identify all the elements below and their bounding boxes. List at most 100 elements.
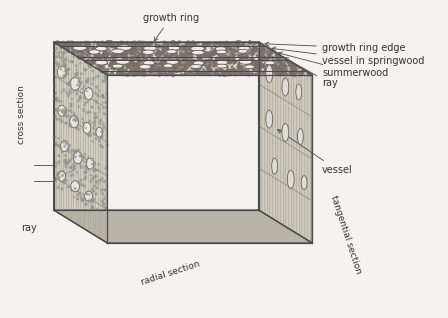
Circle shape: [299, 71, 302, 73]
Circle shape: [259, 59, 262, 61]
Circle shape: [69, 159, 71, 161]
Circle shape: [278, 67, 281, 71]
Circle shape: [65, 143, 67, 144]
Circle shape: [133, 62, 135, 65]
Circle shape: [221, 50, 223, 52]
Circle shape: [90, 61, 93, 63]
Circle shape: [156, 53, 159, 56]
Circle shape: [102, 46, 104, 47]
Circle shape: [91, 158, 93, 161]
Circle shape: [254, 68, 256, 70]
Circle shape: [158, 57, 159, 58]
Circle shape: [74, 188, 76, 190]
Text: cross section: cross section: [17, 86, 26, 144]
Circle shape: [234, 44, 236, 46]
Circle shape: [261, 59, 263, 61]
Circle shape: [70, 103, 72, 105]
Circle shape: [279, 73, 282, 76]
Circle shape: [108, 43, 111, 45]
Circle shape: [58, 172, 60, 174]
Circle shape: [72, 45, 75, 48]
Circle shape: [179, 45, 181, 48]
Circle shape: [78, 49, 81, 51]
Circle shape: [64, 51, 65, 53]
Circle shape: [138, 68, 140, 70]
Circle shape: [276, 67, 279, 70]
Circle shape: [146, 58, 148, 59]
Circle shape: [139, 47, 142, 50]
Circle shape: [122, 66, 124, 68]
Circle shape: [96, 86, 98, 88]
Circle shape: [142, 66, 145, 68]
Circle shape: [263, 59, 264, 61]
Circle shape: [203, 52, 207, 55]
Circle shape: [82, 121, 85, 124]
Circle shape: [73, 45, 74, 47]
Circle shape: [231, 44, 233, 46]
Circle shape: [183, 68, 185, 71]
Circle shape: [251, 49, 254, 51]
Circle shape: [238, 63, 240, 64]
Circle shape: [239, 54, 241, 57]
Circle shape: [85, 154, 86, 155]
Circle shape: [256, 54, 258, 56]
Circle shape: [175, 70, 177, 72]
Circle shape: [93, 52, 95, 54]
Circle shape: [221, 70, 224, 72]
Circle shape: [162, 65, 165, 67]
Circle shape: [153, 59, 155, 61]
Circle shape: [242, 56, 244, 58]
Circle shape: [162, 67, 164, 70]
Circle shape: [213, 61, 215, 63]
Circle shape: [97, 43, 99, 46]
Circle shape: [195, 68, 197, 71]
Circle shape: [229, 48, 232, 51]
Circle shape: [71, 98, 73, 100]
Circle shape: [80, 82, 83, 84]
Circle shape: [69, 81, 70, 83]
Circle shape: [164, 68, 167, 71]
Circle shape: [119, 65, 121, 67]
Circle shape: [266, 61, 267, 63]
Circle shape: [92, 207, 94, 210]
Circle shape: [62, 60, 63, 62]
Circle shape: [102, 96, 104, 98]
Circle shape: [274, 64, 277, 67]
Circle shape: [103, 70, 106, 73]
Circle shape: [276, 70, 280, 73]
Circle shape: [268, 64, 271, 67]
Circle shape: [253, 52, 255, 54]
Circle shape: [241, 72, 243, 74]
Circle shape: [215, 69, 217, 71]
Circle shape: [164, 68, 166, 70]
Circle shape: [272, 72, 275, 74]
Circle shape: [242, 47, 245, 50]
Circle shape: [282, 71, 284, 73]
Circle shape: [91, 202, 93, 204]
Circle shape: [155, 41, 156, 44]
Circle shape: [113, 55, 116, 57]
Circle shape: [82, 88, 83, 90]
Ellipse shape: [191, 46, 204, 51]
Circle shape: [106, 72, 108, 74]
Circle shape: [68, 147, 69, 148]
Polygon shape: [54, 210, 312, 243]
Circle shape: [87, 50, 89, 52]
Circle shape: [99, 107, 100, 109]
Circle shape: [207, 53, 210, 56]
Circle shape: [132, 57, 134, 59]
Circle shape: [133, 73, 135, 76]
Circle shape: [217, 73, 219, 75]
Circle shape: [78, 43, 79, 45]
Circle shape: [146, 45, 148, 48]
Circle shape: [276, 59, 277, 60]
Circle shape: [199, 58, 202, 60]
Circle shape: [95, 55, 98, 58]
Circle shape: [93, 62, 95, 64]
Circle shape: [183, 64, 185, 66]
Circle shape: [267, 50, 270, 53]
Circle shape: [77, 50, 79, 53]
Circle shape: [258, 52, 261, 55]
Circle shape: [229, 48, 232, 50]
Circle shape: [277, 60, 279, 62]
